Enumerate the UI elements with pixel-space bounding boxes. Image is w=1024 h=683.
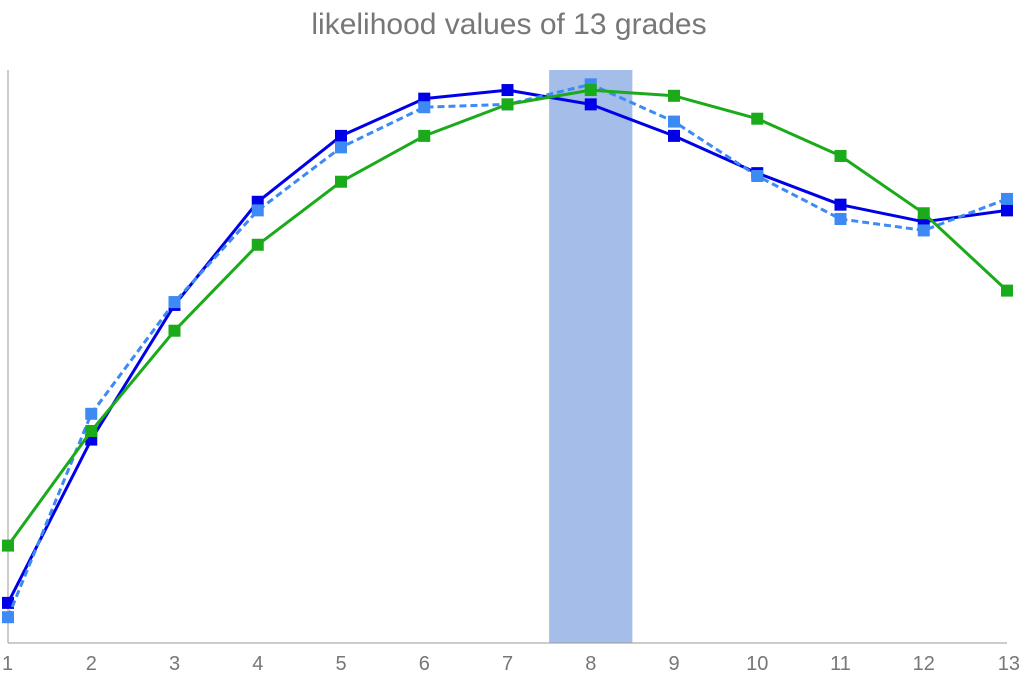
series-2-point-9 (668, 115, 680, 128)
x-tick-label: 12 (913, 653, 935, 675)
series-3-point-11 (834, 149, 847, 162)
series-2-point-2 (85, 407, 98, 420)
series-2 (2, 78, 1013, 624)
series-2-point-6 (418, 101, 431, 114)
series-1-point-11 (834, 198, 847, 211)
x-tick-labels: 1 2 3 4 5 6 7 8 9 10 11 12 13 (2, 653, 1020, 675)
series-3-point-9 (668, 89, 680, 102)
series-1-point-8 (584, 98, 597, 111)
series-3-point-6 (418, 129, 431, 142)
series-2-point-4 (251, 204, 264, 217)
highlight-layer (549, 70, 633, 643)
highlight-band (549, 70, 633, 643)
x-tick-label: 11 (830, 653, 851, 675)
series-2-point-1 (2, 611, 14, 624)
series-2-point-3 (168, 296, 181, 309)
series-1 (2, 84, 1013, 609)
series-3-point-5 (335, 175, 347, 188)
x-tick-label: 9 (668, 653, 679, 675)
chart-title: likelihood values of 13 grades (311, 8, 707, 41)
series-3-point-3 (168, 324, 181, 337)
series-3-line (6, 88, 1009, 547)
x-tick-label: 5 (335, 653, 346, 675)
series-2-point-12 (917, 224, 930, 237)
series-3-point-13 (1001, 284, 1013, 297)
series-1-point-13 (1001, 204, 1013, 217)
x-tick-label: 3 (169, 653, 180, 675)
series-3-point-10 (751, 112, 764, 125)
series-3-point-1 (2, 539, 14, 552)
x-tick-label: 1 (2, 653, 13, 675)
x-tick-label: 2 (86, 653, 97, 675)
series-layer (2, 78, 1013, 624)
series-2-point-10 (751, 170, 764, 183)
x-tick-label: 8 (585, 653, 596, 675)
series-1-point-7 (501, 84, 514, 97)
x-tick-label: 7 (502, 653, 513, 675)
series-3-point-12 (917, 207, 930, 220)
series-3-point-4 (251, 238, 264, 251)
series-3 (2, 84, 1013, 552)
series-1-point-9 (668, 129, 680, 142)
axis-layer (7, 70, 1007, 644)
x-tick-label: 10 (746, 653, 768, 675)
series-2-point-13 (1001, 192, 1013, 205)
x-tick-label: 4 (252, 653, 263, 675)
series-2-point-5 (335, 141, 347, 154)
series-1-point-1 (2, 596, 14, 609)
series-1-point-5 (335, 129, 347, 142)
x-tick-label: 13 (998, 653, 1020, 675)
x-tick-label: 6 (419, 653, 430, 675)
series-3-point-2 (85, 424, 98, 437)
series-3-point-8 (584, 84, 597, 97)
series-2-point-11 (834, 212, 847, 225)
series-3-point-7 (501, 98, 514, 111)
